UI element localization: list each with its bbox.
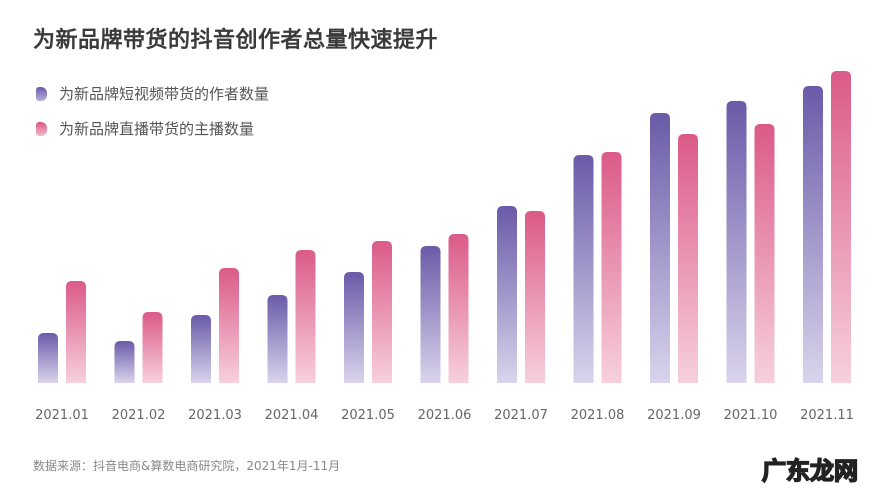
source-note: 数据来源：抖音电商&算数电商研究院，2021年1月-11月 xyxy=(33,459,341,473)
bar-streamers-2021.04 xyxy=(295,250,316,383)
bar-streamers-2021.02 xyxy=(142,312,163,383)
bar-streamers-2021.06 xyxy=(448,234,469,383)
bar-streamers-2021.07 xyxy=(525,211,545,383)
x-tick-label: 2021.10 xyxy=(724,408,778,423)
bar-authors-2021.11 xyxy=(803,86,823,383)
x-tick-label: 2021.09 xyxy=(647,408,701,423)
legend-label: 为新品牌直播带货的主播数量 xyxy=(59,120,255,138)
legend-item-streamers: 为新品牌直播带货的主播数量 xyxy=(36,118,254,139)
legend-label: 为新品牌短视频带货的作者数量 xyxy=(59,85,270,103)
bar-streamers-2021.11 xyxy=(831,71,851,383)
x-tick-label: 2021.04 xyxy=(265,408,319,423)
bar-streamers-2021.08 xyxy=(601,152,622,383)
x-tick-label: 2021.05 xyxy=(341,408,395,423)
bar-authors-2021.03 xyxy=(191,315,211,383)
chart-title: 为新品牌带货的抖音创作者总量快速提升 xyxy=(33,28,439,53)
bar-streamers-2021.10 xyxy=(754,124,775,383)
bar-streamers-2021.01 xyxy=(66,281,86,383)
bar-authors-2021.09 xyxy=(650,113,670,383)
bar-authors-2021.07 xyxy=(497,206,517,383)
x-tick-label: 2021.01 xyxy=(35,408,89,423)
watermark-logo: 广东龙网 xyxy=(761,456,859,486)
x-tick-label: 2021.02 xyxy=(112,408,166,423)
legend-swatch xyxy=(36,121,47,136)
x-tick-label: 2021.06 xyxy=(418,408,472,423)
bar-authors-2021.05 xyxy=(344,272,364,383)
bar-authors-2021.08 xyxy=(573,155,594,383)
x-tick-label: 2021.08 xyxy=(571,408,625,423)
x-tick-label: 2021.07 xyxy=(494,408,548,423)
bar-authors-2021.04 xyxy=(267,295,288,383)
bar-streamers-2021.03 xyxy=(219,268,239,383)
bar-authors-2021.10 xyxy=(726,101,747,383)
bar-streamers-2021.05 xyxy=(372,241,392,383)
bar-authors-2021.06 xyxy=(420,246,441,383)
bar-authors-2021.02 xyxy=(114,341,135,383)
x-tick-label: 2021.03 xyxy=(188,408,242,423)
bar-authors-2021.01 xyxy=(38,333,58,383)
legend-swatch xyxy=(36,86,47,101)
bar-streamers-2021.09 xyxy=(678,134,698,383)
x-tick-label: 2021.11 xyxy=(800,408,854,423)
legend-item-authors: 为新品牌短视频带货的作者数量 xyxy=(36,83,269,104)
